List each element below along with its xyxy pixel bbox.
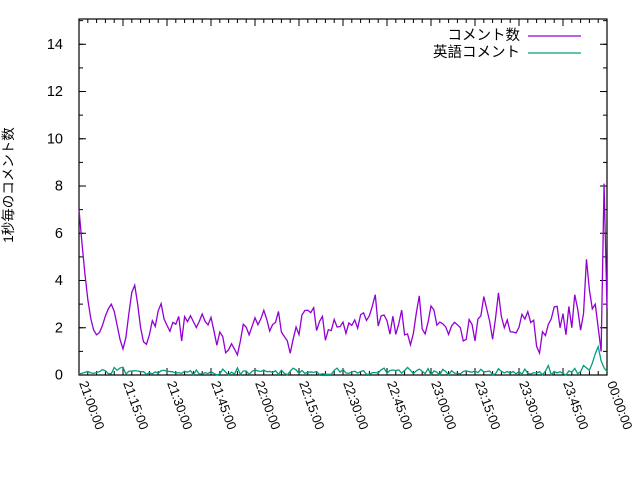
svg-text:12: 12: [47, 84, 63, 100]
svg-text:コメント数: コメント数: [448, 27, 521, 44]
svg-text:14: 14: [47, 37, 63, 53]
svg-text:英語コメント: 英語コメント: [433, 43, 520, 61]
svg-text:0: 0: [55, 368, 63, 384]
svg-text:8: 8: [55, 179, 63, 195]
svg-text:4: 4: [55, 273, 63, 289]
svg-text:1秒毎のコメント数: 1秒毎のコメント数: [1, 127, 16, 243]
svg-text:2: 2: [55, 320, 63, 336]
svg-text:6: 6: [55, 226, 63, 242]
svg-text:10: 10: [47, 131, 63, 147]
